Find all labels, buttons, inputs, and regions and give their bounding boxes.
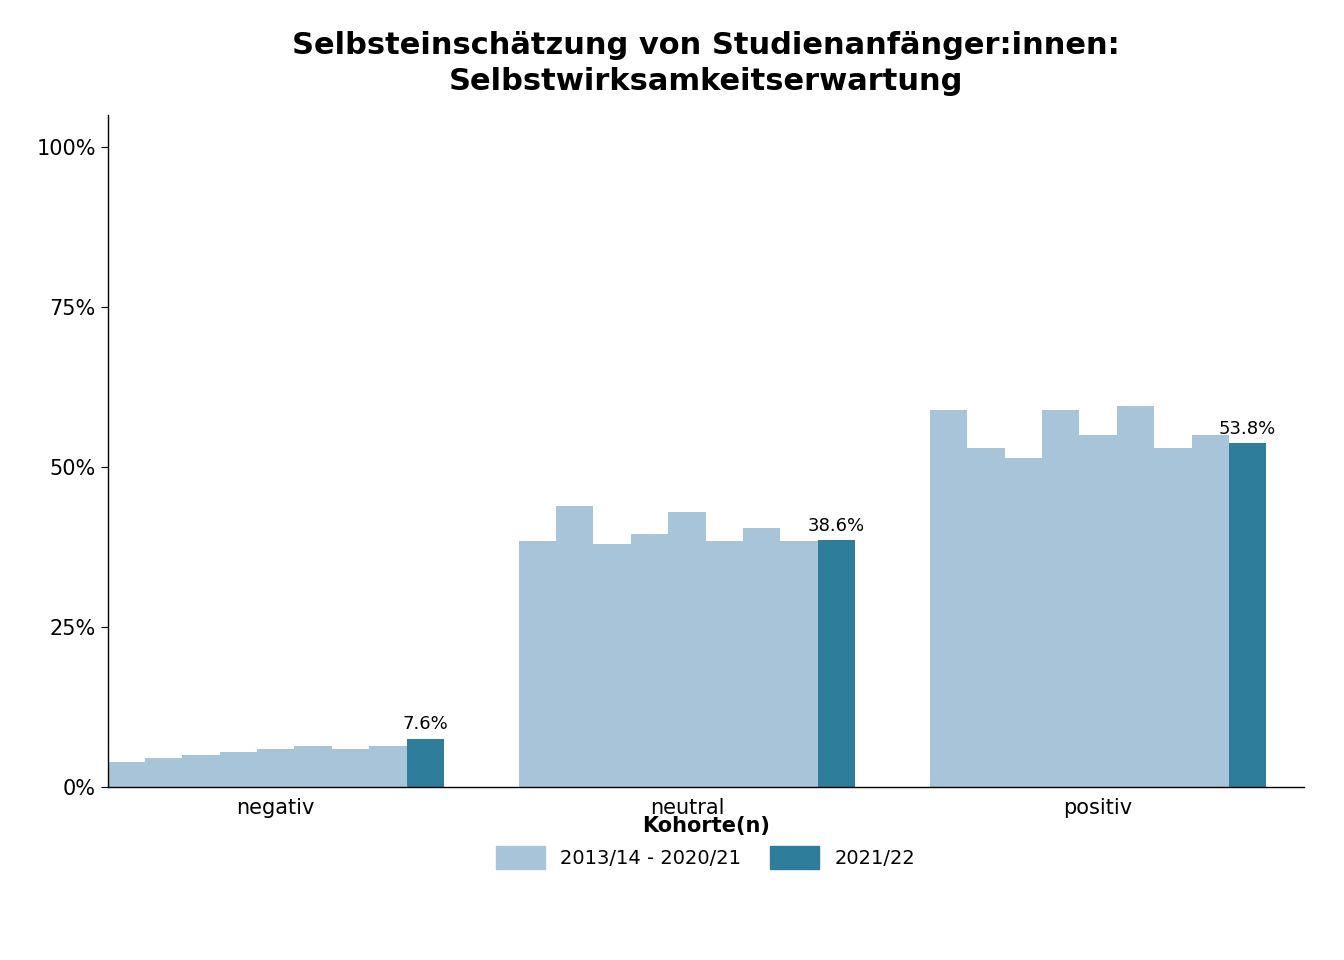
Bar <box>294 746 332 787</box>
Bar <box>668 512 706 787</box>
Bar <box>1005 458 1042 787</box>
Bar <box>145 758 183 787</box>
Bar <box>183 756 219 787</box>
Bar <box>968 448 1004 787</box>
Bar <box>1117 406 1154 787</box>
Bar <box>1154 448 1192 787</box>
Bar <box>332 749 370 787</box>
Title: Selbsteinschätzung von Studienanfänger:innen:
Selbstwirksamkeitserwartung: Selbsteinschätzung von Studienanfänger:i… <box>292 32 1120 96</box>
Text: 7.6%: 7.6% <box>402 715 448 733</box>
Bar <box>257 749 294 787</box>
Text: 38.6%: 38.6% <box>808 517 866 535</box>
Bar <box>781 540 817 787</box>
Bar <box>594 544 630 787</box>
Bar <box>1192 435 1228 787</box>
Bar <box>817 540 855 787</box>
Bar <box>406 738 444 787</box>
Bar <box>1228 443 1266 787</box>
Bar <box>1042 410 1079 787</box>
Bar <box>219 752 257 787</box>
Bar <box>370 746 406 787</box>
Bar <box>519 540 556 787</box>
Bar <box>743 528 781 787</box>
Legend: 2013/14 - 2020/21, 2021/22: 2013/14 - 2020/21, 2021/22 <box>487 806 925 878</box>
Bar <box>930 410 968 787</box>
Text: 53.8%: 53.8% <box>1219 420 1277 438</box>
Bar <box>630 535 668 787</box>
Bar <box>1079 435 1117 787</box>
Bar <box>706 540 743 787</box>
Bar <box>108 761 145 787</box>
Bar <box>556 506 594 787</box>
